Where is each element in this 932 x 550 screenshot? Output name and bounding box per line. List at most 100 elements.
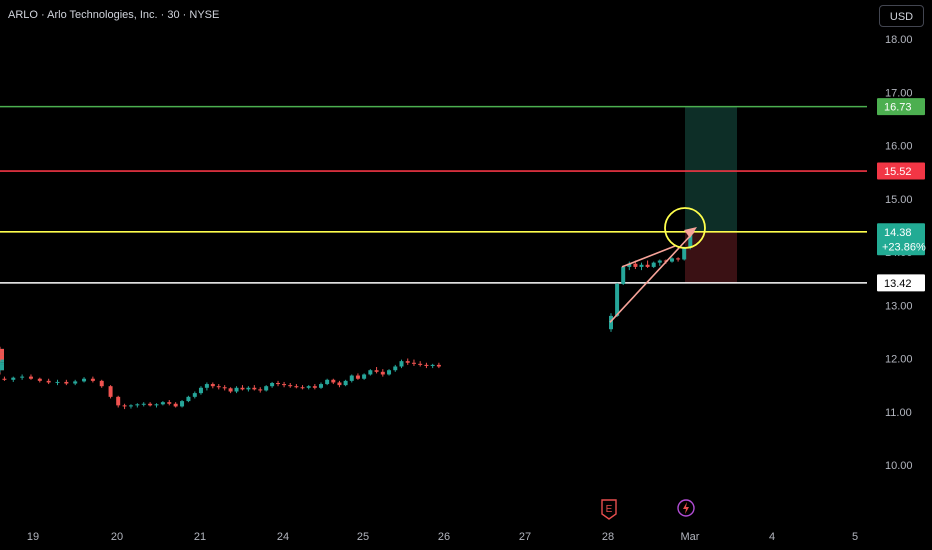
candle	[108, 385, 113, 399]
x-tick-label: 27	[519, 531, 531, 543]
candle	[64, 379, 69, 386]
candle-body	[276, 382, 281, 385]
candle	[306, 385, 311, 390]
candle-body	[411, 362, 416, 364]
candle	[609, 313, 613, 332]
candle	[270, 381, 275, 388]
candle	[651, 261, 656, 268]
candle	[0, 354, 4, 362]
candle-body	[670, 258, 674, 262]
x-tick-label: 21	[194, 531, 206, 543]
candle-body	[264, 386, 269, 391]
candle	[331, 378, 336, 385]
candle-body	[0, 351, 4, 353]
candle	[99, 379, 104, 388]
long-position-tool[interactable]	[685, 106, 737, 283]
candle	[204, 382, 209, 391]
candle	[0, 358, 4, 365]
candle	[258, 387, 263, 393]
candle-body	[355, 375, 360, 379]
price-label-text: 15.52	[884, 166, 912, 178]
candle	[192, 391, 197, 399]
x-tick-label: 26	[438, 531, 450, 543]
candle-body	[676, 258, 681, 260]
candle-body	[216, 386, 221, 388]
candle-body	[424, 364, 429, 366]
candle-body	[73, 381, 78, 384]
candle-body	[141, 403, 146, 405]
candle	[210, 382, 215, 389]
candle-body	[122, 405, 127, 407]
candle-body	[116, 396, 121, 406]
candle	[343, 379, 348, 387]
dividend-flash-icon	[677, 499, 695, 517]
candle	[368, 369, 373, 376]
candle	[374, 367, 379, 374]
y-tick-label: 17.00	[885, 87, 913, 99]
candle	[411, 359, 416, 366]
candle-body	[306, 386, 311, 388]
candle-body	[300, 387, 305, 389]
candle	[0, 351, 4, 358]
candle-body	[374, 370, 379, 372]
candle	[228, 387, 233, 394]
candle-body	[0, 348, 4, 352]
candle-body	[160, 402, 165, 405]
candle	[355, 373, 360, 380]
candle-body	[173, 403, 178, 407]
candle	[294, 384, 299, 389]
candle-body	[37, 378, 42, 381]
candle	[300, 385, 305, 390]
candle	[312, 384, 317, 390]
x-tick-label: 20	[111, 531, 123, 543]
flash-bolt	[683, 502, 689, 514]
axes: 18.0017.0016.0015.0014.0013.0012.0011.00…	[27, 0, 932, 550]
candle-body	[154, 404, 159, 406]
candle	[657, 259, 662, 266]
x-tick-label: 4	[769, 531, 775, 543]
candle	[436, 362, 441, 369]
candle	[186, 395, 191, 403]
candle-body	[325, 379, 330, 385]
candle-body	[319, 384, 323, 388]
price-label-target	[877, 98, 925, 116]
chart-drawings[interactable]	[609, 207, 706, 323]
candle-body	[228, 388, 233, 392]
candle	[670, 257, 674, 263]
candle	[288, 382, 293, 388]
x-tick-label: 25	[357, 531, 369, 543]
candle-body	[639, 264, 644, 267]
candle-body	[204, 384, 209, 388]
candle	[234, 386, 239, 394]
candle-body	[288, 385, 293, 387]
candle-body	[312, 386, 317, 388]
candle-body	[657, 260, 662, 263]
candle-body	[282, 384, 287, 386]
loss-zone	[685, 231, 737, 283]
earnings-icon: E	[601, 499, 617, 520]
candle-body	[621, 266, 626, 284]
candle-body	[645, 264, 650, 267]
candle	[349, 374, 354, 383]
candle	[11, 376, 16, 382]
currency-button[interactable]: USD	[879, 5, 924, 27]
candle	[399, 359, 404, 369]
candle	[418, 361, 423, 367]
candle-body	[368, 370, 373, 375]
candle-body	[0, 360, 4, 363]
candle	[116, 395, 121, 408]
candle-body	[82, 378, 87, 382]
candle-body	[362, 374, 367, 379]
candle-body	[0, 352, 4, 356]
price-label-text: 13.42	[884, 278, 912, 290]
candle-body	[387, 370, 392, 375]
candle	[325, 378, 330, 386]
trend-line-upper	[621, 244, 677, 268]
candle	[90, 376, 95, 383]
event-markers[interactable]: E	[601, 499, 695, 520]
profit-zone	[685, 106, 737, 232]
candle-body	[430, 364, 435, 366]
candle-body	[633, 263, 638, 267]
price-label-subtext: +23.86%	[882, 241, 926, 253]
